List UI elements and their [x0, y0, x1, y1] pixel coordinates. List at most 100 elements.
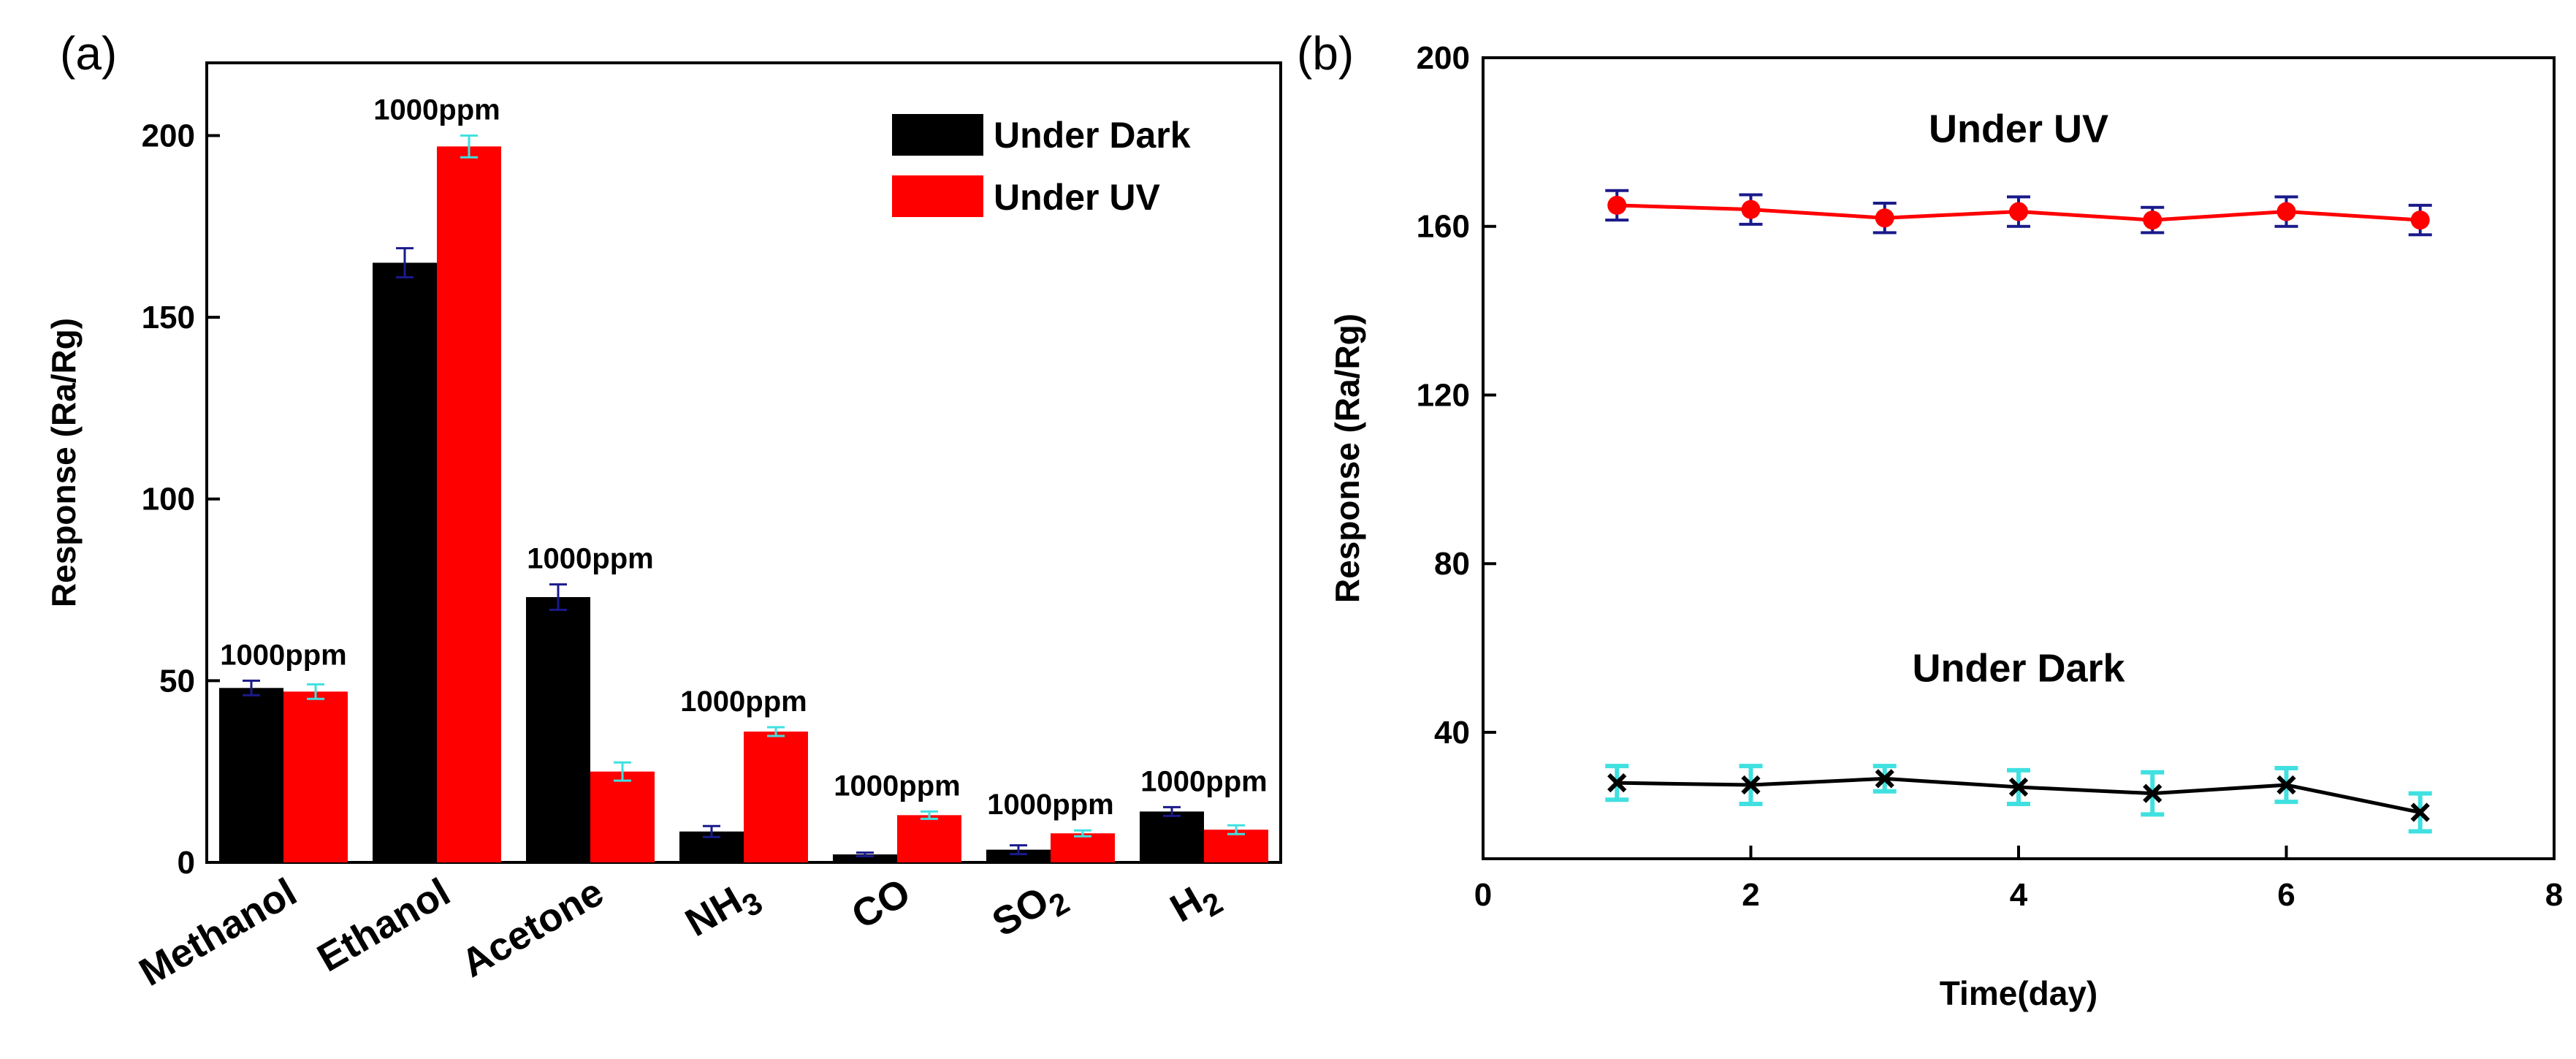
category-label-ethanol: Ethanol	[310, 870, 457, 980]
y-tick-label-b-120: 120	[1417, 377, 1470, 413]
y-axis-ticks-a: 0 50 100 150 200	[142, 118, 220, 881]
category-text: CO	[845, 870, 918, 937]
y-tick-label-a-200: 200	[142, 118, 195, 153]
annotation-ethanol: 1000ppm	[373, 94, 500, 126]
bar-uv-so2	[1051, 833, 1115, 862]
point-uv-6	[2276, 202, 2296, 221]
point-uv-7	[2410, 210, 2430, 230]
annotation-acetone: 1000ppm	[527, 543, 653, 575]
panel-label-a: (a)	[60, 27, 117, 80]
series-dark	[1605, 764, 2432, 834]
x-tick-label-b-4: 4	[2010, 877, 2028, 913]
category-text: NH	[678, 878, 750, 945]
y-tick-label-b-40: 40	[1434, 715, 1470, 751]
error-bar-uv-co	[921, 810, 938, 820]
legend-label-dark: Under Dark	[994, 115, 1191, 156]
point-dark-6	[2276, 775, 2296, 795]
panel-b-line-chart: (b) Response (Ra/Rg) Time(day) 408012016…	[1297, 27, 2563, 1012]
annotation-nh3: 1000ppm	[680, 686, 807, 718]
annotation-h2: 1000ppm	[1140, 765, 1267, 797]
marker-stroke	[1741, 775, 1761, 795]
annotation-co: 1000ppm	[834, 770, 960, 802]
category-text: Acetone	[454, 870, 611, 985]
category-text: Methanol	[132, 870, 304, 994]
bar-dark-methanol	[219, 688, 283, 862]
error-bar-uv-acetone	[614, 761, 631, 782]
error-bar-dark-h2	[1163, 805, 1181, 817]
legend-swatch-uv	[892, 175, 983, 217]
y-tick-label-a-50: 50	[159, 663, 195, 699]
marker-stroke	[2008, 777, 2029, 797]
error-bar-dark-acetone	[549, 583, 567, 611]
legend-a: Under Dark Under UV	[892, 114, 1191, 218]
series-lines-b	[1605, 189, 2432, 834]
bar-dark-co	[833, 854, 897, 862]
point-dark-7	[2410, 802, 2430, 822]
annotation-so2: 1000ppm	[987, 789, 1113, 821]
error-bar-uv-h2	[1227, 824, 1245, 835]
point-dark-2	[1741, 775, 1761, 795]
error-bar-dark-nh3	[703, 824, 720, 838]
bar-uv-nh3	[744, 731, 808, 862]
panel-label-b: (b)	[1297, 27, 1354, 80]
plot-frame-b	[1482, 56, 2556, 860]
error-bar-dark-so2	[1010, 844, 1027, 856]
error-bar-uv-nh3	[767, 726, 785, 737]
bar-uv-co	[897, 815, 961, 862]
point-dark-5	[2143, 783, 2162, 803]
bar-uv-acetone	[590, 771, 655, 862]
category-text: Ethanol	[310, 870, 457, 980]
error-bar-uv-ethanol	[460, 134, 478, 159]
legend-swatch-dark	[892, 114, 983, 156]
error-bar-dark-ethanol	[396, 247, 414, 278]
y-tick-label-b-200: 200	[1417, 40, 1470, 76]
marker-stroke	[2143, 783, 2162, 803]
x-tick-label-b-2: 2	[1742, 877, 1759, 913]
point-dark-1	[1607, 773, 1627, 793]
y-tick-label-b-160: 160	[1417, 209, 1470, 245]
y-tick-label-a-150: 150	[142, 300, 195, 335]
point-uv-5	[2143, 210, 2162, 230]
error-bar-dark-methanol	[243, 679, 260, 696]
bar-dark-ethanol	[373, 262, 437, 862]
x-axis-ticks-b: 0 2 4 6 8	[1474, 846, 2563, 913]
category-label-nh3: NH3	[678, 870, 768, 952]
series-labels-b: Under UV Under Dark	[1912, 107, 2125, 690]
y-tick-label-a-0: 0	[178, 845, 195, 881]
point-uv-4	[2009, 202, 2028, 221]
x-tick-label-b-6: 6	[2277, 877, 2295, 913]
category-label-co: CO	[845, 870, 918, 937]
point-uv-2	[1741, 200, 1761, 219]
y-tick-label-b-80: 80	[1434, 546, 1470, 582]
marker-stroke	[2276, 775, 2296, 795]
series-uv	[1605, 189, 2432, 237]
error-bar-uv-methanol	[307, 683, 324, 700]
category-text: SO	[985, 878, 1056, 945]
bar-uv-methanol	[283, 691, 348, 862]
point-dark-3	[1875, 769, 1894, 789]
annotation-methanol: 1000ppm	[220, 639, 346, 671]
category-label-so2: SO2	[985, 870, 1075, 952]
y-tick-label-a-100: 100	[142, 482, 195, 517]
x-axis-title-b: Time(day)	[1940, 974, 2097, 1012]
bar-dark-h2	[1140, 811, 1204, 862]
x-tick-label-b-0: 0	[1474, 877, 1492, 913]
y-axis-title-a: Response (Ra/Rg)	[45, 318, 83, 607]
marker-stroke	[1875, 769, 1894, 789]
bar-dark-so2	[986, 849, 1051, 862]
category-label-acetone: Acetone	[454, 870, 611, 985]
series-label-uv: Under UV	[1929, 107, 2108, 151]
category-label-methanol: Methanol	[132, 870, 304, 994]
error-bar-uv-so2	[1074, 829, 1091, 838]
point-uv-1	[1607, 195, 1627, 215]
category-label-h2: H2	[1163, 870, 1229, 938]
series-label-dark: Under Dark	[1912, 647, 2125, 691]
error-bar-dark-co	[856, 851, 874, 858]
panel-a-bar-chart: (a) Response (Ra/Rg) 0 50 100 150 200 1000pp…	[45, 27, 1282, 995]
y-axis-ticks-b: 40 80 120 160 200	[1417, 40, 1496, 751]
bar-dark-acetone	[526, 596, 590, 862]
marker-stroke	[2410, 802, 2430, 822]
error-bars-a	[243, 134, 1245, 858]
legend-label-uv: Under UV	[994, 177, 1160, 218]
